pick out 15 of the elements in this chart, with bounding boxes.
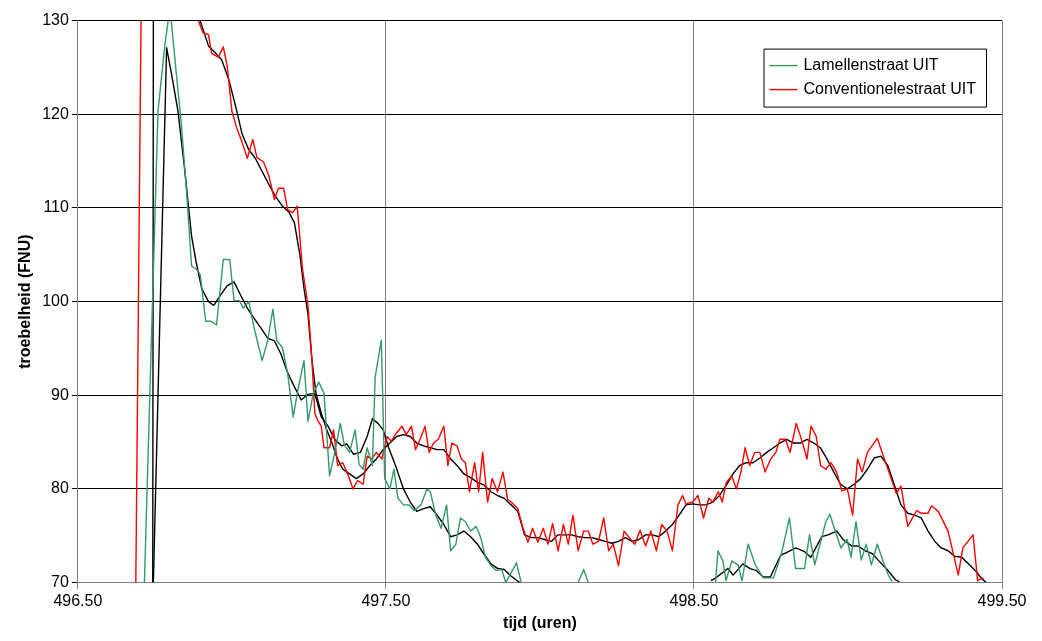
y-tick-label: 110 — [43, 198, 69, 216]
y-tick-label: 130 — [42, 11, 69, 29]
y-tick-label: 70 — [51, 573, 69, 591]
legend-label: Lamellenstraat UIT — [803, 56, 939, 74]
x-tick-label: 498.50 — [669, 591, 719, 609]
y-tick-label: 80 — [51, 479, 69, 497]
x-tick-label: 499.50 — [977, 591, 1027, 609]
legend-label: Conventionelestraat UIT — [803, 80, 977, 98]
y-tick-label: 100 — [42, 292, 69, 310]
y-tick-label: 90 — [51, 385, 69, 403]
y-axis-title: troebelheid (FNU) — [16, 234, 34, 369]
y-tick-label: 120 — [42, 104, 69, 122]
x-axis-title: tijd (uren) — [503, 613, 577, 631]
x-tick-label: 497.50 — [361, 591, 411, 609]
x-tick-label: 496.50 — [53, 591, 103, 609]
